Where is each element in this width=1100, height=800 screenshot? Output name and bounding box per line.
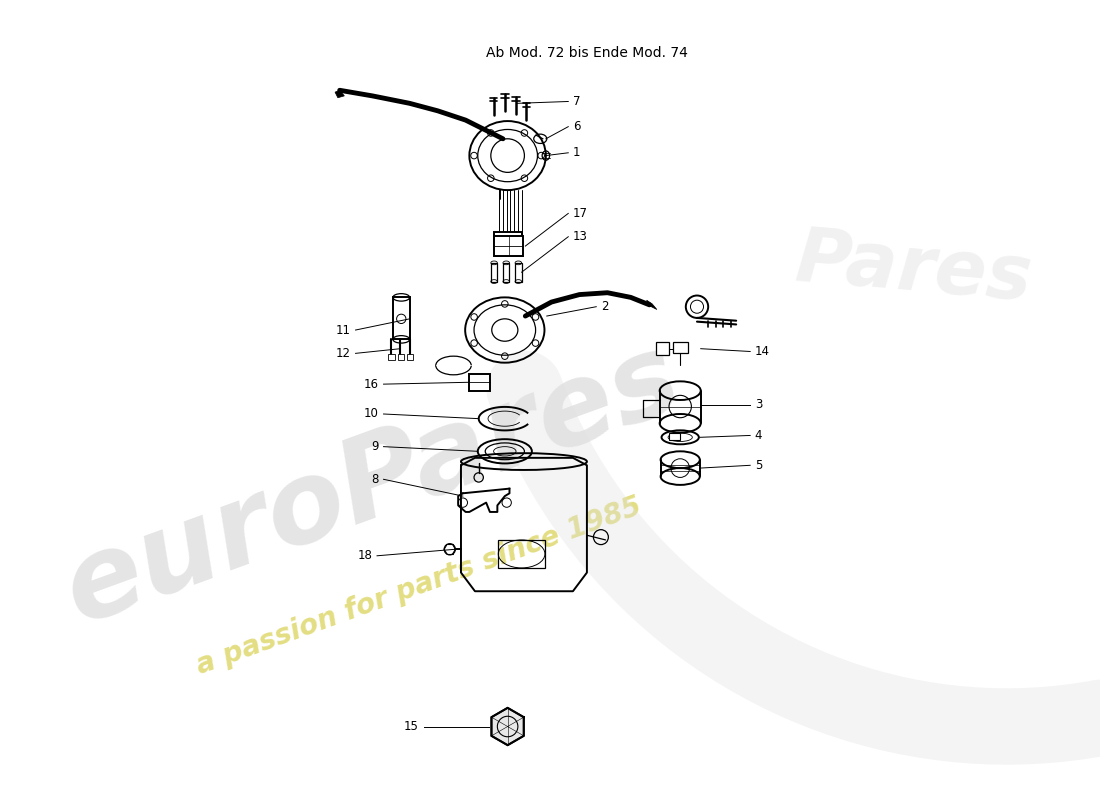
Polygon shape — [336, 90, 344, 98]
Bar — [491, 263, 497, 282]
Text: 13: 13 — [573, 230, 587, 243]
Bar — [494, 236, 524, 256]
Text: a passion for parts since 1985: a passion for parts since 1985 — [192, 493, 646, 681]
Bar — [656, 342, 669, 355]
Text: 1: 1 — [573, 146, 581, 159]
Bar — [470, 374, 490, 390]
Text: 8: 8 — [372, 473, 378, 486]
Text: 7: 7 — [573, 95, 581, 108]
Bar — [673, 342, 688, 354]
Text: 12: 12 — [336, 347, 351, 360]
Bar — [494, 232, 521, 249]
Bar — [388, 354, 395, 360]
Text: 14: 14 — [755, 345, 770, 358]
Text: 10: 10 — [364, 407, 378, 421]
Text: 11: 11 — [336, 323, 351, 337]
Bar — [503, 263, 509, 282]
Polygon shape — [647, 300, 657, 310]
Text: 15: 15 — [404, 720, 419, 733]
Text: euroPares: euroPares — [50, 321, 695, 646]
Text: 6: 6 — [573, 120, 581, 133]
Bar — [669, 433, 680, 440]
Text: 17: 17 — [573, 207, 587, 220]
Text: 2: 2 — [601, 300, 608, 314]
Text: 16: 16 — [364, 378, 378, 390]
Bar — [393, 298, 409, 339]
Text: 18: 18 — [358, 550, 372, 562]
Bar — [515, 263, 521, 282]
Text: 3: 3 — [755, 398, 762, 411]
Text: Ab Mod. 72 bis Ende Mod. 74: Ab Mod. 72 bis Ende Mod. 74 — [486, 46, 688, 59]
Bar — [407, 354, 414, 360]
Text: 4: 4 — [755, 429, 762, 442]
Text: 9: 9 — [372, 440, 378, 453]
Polygon shape — [492, 708, 524, 745]
Text: Pares: Pares — [792, 222, 1035, 317]
Bar — [397, 354, 404, 360]
Bar — [498, 540, 544, 568]
Text: 5: 5 — [755, 459, 762, 472]
